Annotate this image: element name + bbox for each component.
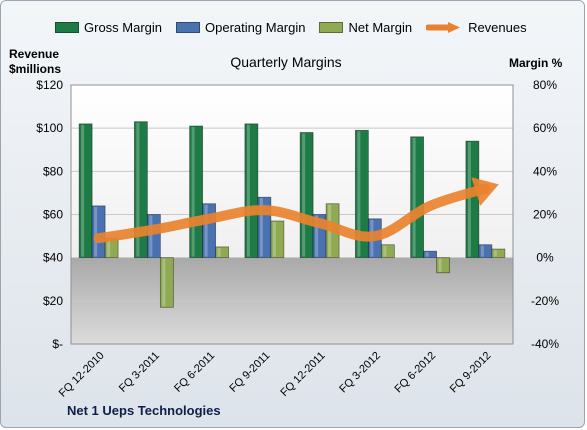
legend-label-revenues: Revenues	[468, 19, 527, 35]
revenue-line	[93, 183, 491, 244]
y-right-tick-label: 60%	[533, 121, 557, 135]
bar-highlight	[246, 124, 250, 257]
bar-net-margin	[159, 257, 174, 308]
bar-gross-margin	[244, 123, 259, 259]
chart-title: Quarterly Margins	[230, 54, 342, 70]
bar-highlight	[259, 198, 263, 257]
bar-highlight	[438, 258, 442, 272]
legend-swatch-net-margin	[319, 21, 344, 33]
y-left-tick-label: $-	[52, 337, 63, 351]
bar-highlight	[383, 245, 387, 257]
bar-highlight	[315, 215, 319, 257]
bar-operating-margin	[423, 250, 438, 259]
x-tick-label: FQ 12-2010	[57, 350, 107, 400]
bar-net-margin	[380, 244, 395, 259]
x-tick-label: FQ 6-2011	[172, 350, 217, 395]
y-right-tick-label: 40%	[533, 164, 557, 178]
bar-net-margin	[215, 246, 230, 259]
bar-highlight	[94, 206, 98, 257]
bar-net-margin	[270, 220, 285, 259]
x-tick-label: FQ 3-2012	[337, 350, 383, 396]
legend: Gross Margin Operating Margin Net Margin…	[55, 17, 541, 37]
bar-highlight	[81, 124, 85, 257]
legend-item-gross-margin: Gross Margin	[55, 20, 162, 35]
y-left-tick-label: $40	[43, 251, 63, 265]
y-left-tick-label: $120	[36, 78, 63, 92]
bar-operating-margin	[146, 214, 161, 259]
bar-highlight	[204, 204, 208, 257]
bar-operating-margin	[478, 244, 493, 259]
x-tick-label: FQ 3-2011	[117, 350, 162, 395]
bar-gross-margin	[133, 121, 148, 259]
bar-gross-margin	[354, 129, 369, 259]
y-right-tick-label: 80%	[533, 78, 557, 92]
bar-highlight	[191, 127, 195, 257]
bar-operating-margin	[202, 203, 217, 259]
y-right-tick-label: -20%	[531, 294, 559, 308]
legend-item-net-margin: Net Margin	[319, 20, 412, 35]
y-right-axis-title: Margin %	[509, 56, 563, 70]
legend-label-net-margin: Net Margin	[348, 19, 413, 35]
legend-arrow-icon	[426, 21, 461, 33]
bar-gross-margin	[465, 140, 480, 259]
bar-gross-margin	[78, 123, 93, 259]
bar-highlight	[302, 133, 306, 257]
bar-net-margin	[491, 248, 506, 259]
bar-highlight	[217, 247, 221, 257]
x-tick-label: FQ 9-2011	[227, 350, 272, 395]
bar-gross-margin	[189, 125, 204, 259]
x-tick-label: FQ 6-2012	[393, 350, 439, 396]
y-right-tick-label: 20%	[533, 208, 557, 222]
x-tick-label: FQ 9-2012	[448, 350, 494, 396]
legend-item-revenues: Revenues	[426, 20, 527, 35]
bar-gross-margin	[410, 136, 425, 259]
bar-highlight	[357, 131, 361, 257]
y-left-axis-title: Revenue $millions	[9, 47, 61, 77]
bar-highlight	[467, 142, 471, 257]
bar-net-margin	[436, 257, 451, 274]
y-left-tick-label: $20	[43, 294, 63, 308]
bar-highlight	[425, 252, 429, 257]
legend-label-gross-margin: Gross Margin	[84, 19, 163, 35]
plot-border	[70, 84, 514, 345]
bar-highlight	[480, 245, 484, 257]
bar-highlight	[412, 137, 416, 257]
y-left-axis-title-line2: $millions	[9, 62, 62, 76]
revenue-arrowhead	[471, 177, 499, 206]
company-name: Net 1 Ueps Technologies	[67, 403, 221, 418]
bar-highlight	[162, 258, 166, 307]
bar-highlight	[136, 122, 140, 257]
bar-operating-margin	[91, 205, 106, 259]
bar-highlight	[493, 250, 497, 257]
y-left-tick-label: $80	[43, 164, 63, 178]
y-right-tick-label: -40%	[531, 337, 559, 351]
y-left-tick-label: $100	[36, 121, 63, 135]
legend-item-operating-margin: Operating Margin	[176, 20, 305, 35]
y-left-axis-title-line1: Revenue	[9, 47, 60, 61]
bar-highlight	[272, 221, 276, 257]
legend-label-operating-margin: Operating Margin	[205, 19, 306, 35]
y-left-tick-label: $60	[43, 208, 63, 222]
bar-gross-margin	[299, 132, 314, 259]
legend-swatch-gross-margin	[55, 21, 79, 33]
x-tick-label: FQ 12-2011	[278, 350, 327, 399]
bar-highlight	[149, 215, 153, 257]
y-right-tick-label: 0%	[536, 251, 554, 265]
bar-highlight	[107, 239, 111, 257]
legend-swatch-operating-margin	[176, 21, 201, 33]
